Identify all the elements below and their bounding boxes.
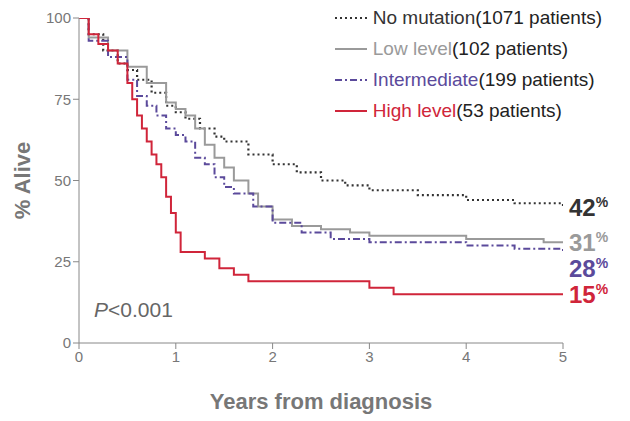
svg-text:Years from diagnosis: Years from diagnosis [210,389,433,414]
html-text:Low level (102 patients): Low level (102 patients) [372,38,569,59]
svg-text:50: 50 [54,172,71,189]
html-text:High level (53 patients): High level (53 patients) [372,100,562,121]
svg-text:31%: 31% [569,229,609,256]
svg-text:28%: 28% [569,255,609,282]
svg-text:100: 100 [46,9,71,26]
html-text:No mutation (1071 patients): No mutation (1071 patients) [372,7,602,28]
svg-text:2: 2 [268,348,276,365]
svg-text:42%: 42% [569,194,609,221]
html-text:Intermediate (199 patients): Intermediate (199 patients) [372,69,595,90]
svg-text:4: 4 [462,348,470,365]
svg-text:% Alive: % Alive [10,142,35,219]
svg-text:25: 25 [54,253,71,270]
svg-text:1: 1 [172,348,180,365]
svg-text:75: 75 [54,91,71,108]
svg-text:15%: 15% [569,281,609,308]
html-text:P <0.001: P <0.001 [94,298,173,321]
svg-text:0: 0 [75,348,83,365]
svg-text:3: 3 [365,348,373,365]
svg-text:5: 5 [559,348,567,365]
svg-text:0: 0 [63,334,71,351]
